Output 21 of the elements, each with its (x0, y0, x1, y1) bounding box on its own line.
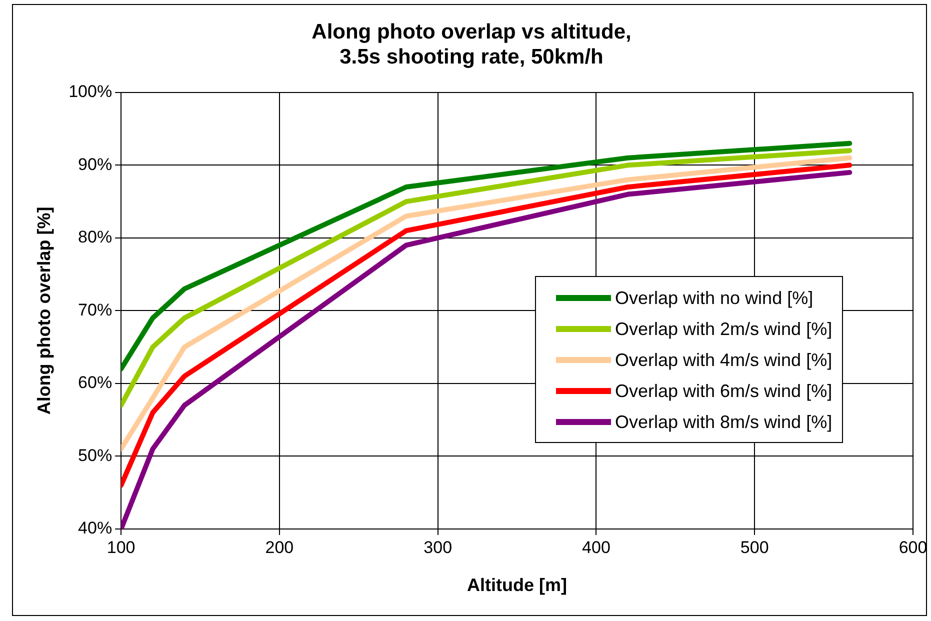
y-tick-label: 50% (78, 446, 112, 465)
chart-title: Along photo overlap vs altitude, 3.5s shooting rate, 50km/h (312, 20, 632, 69)
legend-label: Overlap with 6m/s wind [%] (615, 380, 832, 402)
x-axis-title: Altitude [m] (467, 575, 568, 596)
x-tick-label: 500 (740, 538, 769, 557)
legend-label: Overlap with 2m/s wind [%] (615, 318, 832, 340)
legend-label: Overlap with 8m/s wind [%] (615, 412, 832, 433)
y-tick-label: 60% (78, 373, 112, 392)
x-tick-label: 400 (582, 538, 610, 557)
legend-label: Overlap with 4m/s wind [%] (615, 350, 832, 371)
y-tick-label: 80% (78, 228, 112, 247)
y-tick-label: 70% (78, 300, 112, 320)
y-axis-title: Along photo overlap [%] (34, 206, 54, 415)
legend-label: Overlap with no wind [%] (615, 288, 814, 309)
y-tick-label: 100% (68, 82, 112, 102)
y-tick-label: 90% (78, 154, 112, 174)
x-tick-label: 200 (265, 538, 294, 557)
x-tick-label: 300 (424, 538, 452, 557)
x-tick-label: 600 (898, 538, 928, 557)
y-tick-label: 40% (78, 518, 112, 538)
x-tick-label: 100 (106, 538, 136, 557)
